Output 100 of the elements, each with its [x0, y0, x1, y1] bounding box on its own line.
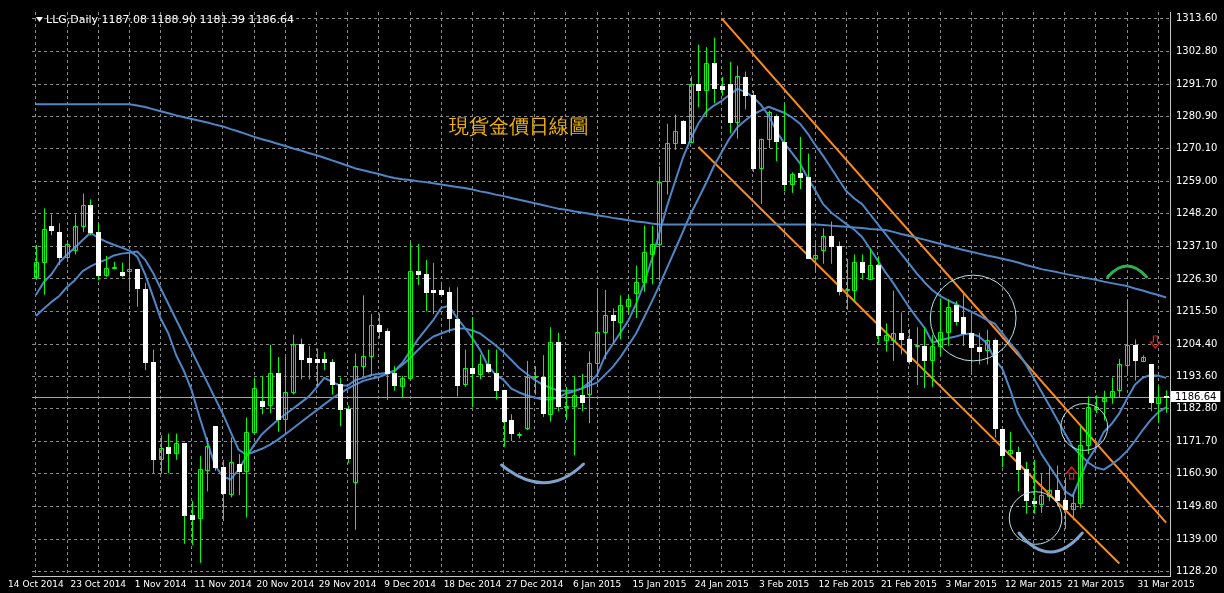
y-tick-label: 1302.80: [1176, 44, 1218, 56]
candlestick: [127, 252, 132, 293]
x-tick-label: 29 Nov 2014: [318, 578, 377, 589]
candlestick: [1047, 464, 1052, 502]
candlestick: [1086, 395, 1091, 455]
y-tick-label: 1259.00: [1176, 175, 1218, 187]
chart-title: LLG,Daily 1187.08 1188.90 1181.39 1186.64: [46, 12, 295, 26]
x-tick-label: 20 Nov 2014: [256, 578, 315, 589]
y-tick-label: 1193.60: [1176, 369, 1218, 381]
candlestick: [283, 356, 288, 433]
candlestick: [330, 358, 335, 396]
candlestick: [915, 326, 920, 386]
candlestick: [985, 329, 990, 365]
x-tick-label: 3 Feb 2015: [759, 578, 810, 589]
candlestick: [829, 220, 834, 265]
x-tick-label: 18 Dec 2014: [443, 578, 502, 589]
candlestick: [1102, 390, 1107, 421]
y-tick-label: 1280.90: [1176, 109, 1218, 121]
candlestick: [166, 433, 171, 474]
candlestick: [1125, 298, 1130, 377]
candlestick: [73, 213, 78, 256]
candlestick: [190, 500, 195, 546]
y-tick-label: 1171.70: [1176, 435, 1218, 447]
candlestick: [657, 166, 662, 281]
candlestick: [478, 354, 483, 380]
candlestick: [1039, 472, 1044, 514]
candlestick: [369, 313, 374, 377]
y-tick-label: 1149.80: [1176, 500, 1218, 512]
y-tick-label: 1160.90: [1176, 467, 1218, 479]
candlestick: [431, 262, 436, 315]
candlestick: [104, 255, 109, 278]
candlestick: [611, 307, 616, 345]
candlestick: [626, 294, 631, 315]
candlestick: [813, 242, 818, 274]
candlestick: [689, 75, 694, 144]
candlestick: [603, 289, 608, 360]
x-tick-label: 15 Jan 2015: [632, 578, 687, 589]
candlestick: [642, 225, 647, 293]
y-tick-label: 1204.40: [1176, 337, 1218, 349]
candlestick: [798, 136, 803, 190]
candlestick: [1016, 446, 1021, 492]
candlestick: [198, 455, 203, 564]
x-tick-label: 11 Nov 2014: [194, 578, 253, 589]
candlestick: [486, 349, 491, 374]
candlestick: [268, 344, 273, 414]
x-tick-label: 6 Jan 2015: [572, 578, 622, 589]
candlestick: [377, 313, 382, 340]
candlestick: [673, 113, 678, 151]
candlestick: [315, 348, 320, 388]
candlestick: [1078, 425, 1083, 509]
x-tick-label: 24 Jan 2015: [694, 578, 749, 589]
candlestick: [1156, 384, 1161, 424]
candlestick: [922, 326, 927, 389]
candlestick: [860, 254, 865, 281]
candlestick: [307, 345, 312, 380]
candlestick: [424, 259, 429, 312]
text: 現貨金價日線圖: [449, 114, 590, 139]
y-tick-label: 1291.70: [1176, 77, 1218, 89]
candlestick: [891, 290, 896, 362]
candlestick: [907, 328, 912, 365]
candlestick: [400, 375, 405, 399]
candlestick: [884, 322, 889, 353]
candlestick: [548, 326, 553, 423]
candlestick: [564, 386, 569, 421]
candlestick: [1117, 358, 1122, 399]
candlestick: [720, 76, 725, 97]
candlestick: [1055, 464, 1060, 507]
candlestick: [969, 313, 974, 373]
x-tick-label: 3 Mar 2015: [945, 578, 997, 589]
candlestick: [946, 298, 951, 347]
candlestick: [1133, 338, 1138, 382]
candlestick: [954, 300, 959, 326]
candlestick: [977, 332, 982, 365]
x-tick-label: 14 Oct 2014: [8, 578, 64, 589]
x-tick-label: 23 Oct 2014: [70, 578, 127, 589]
candlestick: [634, 265, 639, 319]
candlestick: [229, 436, 234, 498]
candlestick: [821, 227, 826, 265]
x-tick-label: 1 Nov 2014: [134, 578, 187, 589]
candlestick: [34, 244, 39, 281]
candlestick: [650, 225, 655, 285]
candlestick: [868, 248, 873, 281]
candlestick: [49, 213, 54, 236]
x-tick-label: 12 Mar 2015: [1005, 578, 1063, 589]
candlestick: [174, 433, 179, 461]
candlestick: [392, 365, 397, 392]
candlestick: [299, 338, 304, 380]
candlestick: [416, 243, 421, 286]
candlestick: [470, 316, 475, 408]
y-tick-label: 1226.30: [1176, 272, 1218, 284]
candlestick: [696, 44, 701, 108]
candlestick: [587, 350, 592, 424]
candlestick: [595, 289, 600, 377]
candlestick: [1008, 431, 1013, 457]
candlestick: [244, 417, 249, 519]
candlestick: [463, 349, 468, 388]
candlestick: [237, 453, 242, 496]
candlestick: [852, 254, 857, 302]
x-tick-label: 27 Dec 2014: [506, 578, 564, 589]
candlestick: [81, 192, 86, 233]
